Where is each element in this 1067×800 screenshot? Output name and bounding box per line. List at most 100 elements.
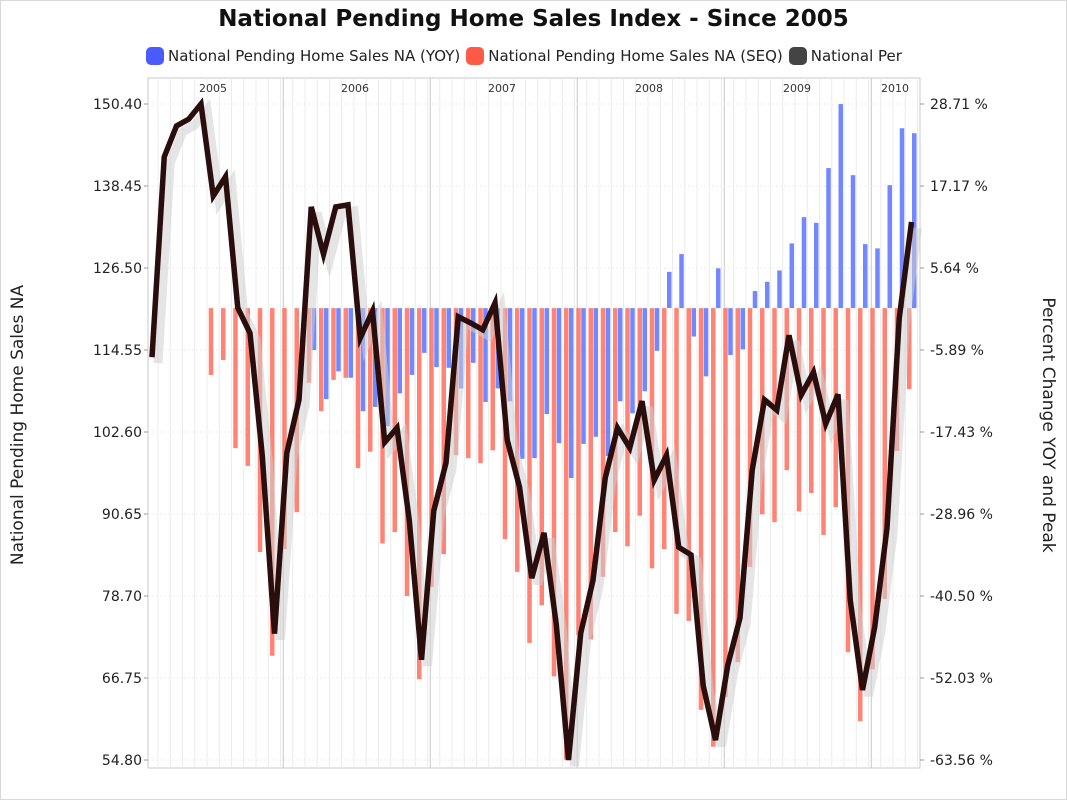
y-tick-label-left: 102.60: [93, 425, 142, 441]
legend-item-seq[interactable]: National Pending Home Sales NA (SEQ): [466, 45, 783, 67]
bar-seq: [515, 308, 520, 572]
bar-seq: [711, 308, 716, 747]
legend-swatch-seq: [466, 47, 485, 65]
y-tick-label-right: -28.96 %: [930, 507, 993, 523]
bar-yoy: [605, 308, 611, 456]
bar-seq: [882, 308, 887, 599]
y-tick-label-right: -5.89 %: [930, 343, 984, 359]
bar-seq: [551, 308, 557, 677]
bar-yoy: [569, 308, 574, 479]
y-tick-label-left: 126.50: [93, 261, 142, 277]
legend-label-yoy: National Pending Home Sales NA (YOY): [168, 47, 461, 65]
bar-yoy: [667, 271, 672, 309]
bar-seq: [772, 308, 777, 523]
y-tick-label-right: -63.56 %: [930, 753, 993, 769]
year-label: 2005: [199, 82, 227, 95]
bar-yoy: [875, 248, 880, 309]
bar-seq: [576, 308, 581, 636]
bar-yoy: [850, 175, 856, 309]
bar-seq: [870, 308, 875, 670]
bar-yoy: [679, 254, 684, 309]
bar-seq: [245, 308, 250, 466]
y-tick-label-right: 17.17 %: [930, 179, 988, 195]
bar-seq: [600, 308, 606, 577]
legend-label-seq: National Pending Home Sales NA (SEQ): [488, 47, 783, 65]
bar-yoy: [556, 308, 562, 444]
bar-yoy: [654, 308, 660, 351]
bar-seq: [747, 308, 753, 567]
year-label: 2010: [881, 82, 909, 95]
bar-yoy: [752, 291, 758, 309]
bar-seq: [796, 308, 802, 512]
bar-yoy: [581, 308, 586, 444]
legend: National Pending Home Sales NA (YOY) Nat…: [146, 45, 926, 67]
bar-seq: [662, 308, 667, 550]
bar-yoy: [593, 308, 598, 437]
chart-title: National Pending Home Sales Index - Sinc…: [218, 6, 849, 32]
bar-seq: [723, 308, 728, 698]
y-tick-label-right: -40.50 %: [930, 589, 993, 605]
bar-yoy: [336, 308, 341, 372]
y-tick-label-left: 66.75: [102, 671, 142, 687]
bar-seq: [343, 308, 348, 378]
bar-seq: [490, 308, 495, 451]
bar-seq: [429, 308, 434, 587]
bar-yoy: [397, 308, 402, 394]
bar-yoy: [483, 308, 488, 402]
bar-yoy: [434, 308, 439, 368]
bar-seq: [417, 308, 422, 680]
bar-yoy: [716, 268, 721, 309]
y-tick-label-right: 5.64 %: [930, 261, 979, 277]
bar-yoy: [409, 308, 415, 375]
legend-swatch-yoy: [146, 47, 164, 65]
bar-seq: [588, 308, 593, 640]
legend-item-yoy[interactable]: National Pending Home Sales NA (YOY): [146, 45, 460, 67]
bar-seq: [208, 308, 214, 375]
bar-seq: [221, 308, 226, 361]
legend-swatch-index: [788, 47, 807, 65]
line-shadow: [153, 99, 922, 767]
bar-yoy: [544, 308, 549, 415]
bar-seq: [858, 308, 863, 722]
bar-yoy: [446, 308, 451, 368]
bar-yoy: [532, 308, 537, 459]
bar-yoy: [899, 128, 905, 309]
bar-seq: [282, 308, 287, 550]
y-tick-label-right: -17.43 %: [930, 425, 993, 441]
bar-yoy: [765, 281, 770, 309]
bar-yoy: [642, 308, 647, 392]
bar-yoy: [471, 308, 476, 363]
bar-seq: [392, 308, 397, 533]
bar-seq: [625, 308, 630, 547]
bar-yoy: [814, 222, 819, 309]
y-tick-label-left: 54.80: [102, 753, 142, 769]
y-tick-label-left: 150.40: [93, 97, 142, 113]
bar-yoy: [422, 308, 427, 353]
bar-seq: [368, 308, 373, 452]
bar-seq: [539, 308, 544, 606]
bar-yoy: [324, 308, 329, 400]
bar-seq: [735, 308, 740, 663]
bar-yoy: [618, 308, 623, 402]
bar-yoy: [520, 308, 525, 459]
y-tick-label-right: -52.03 %: [930, 671, 993, 687]
bar-yoy: [863, 244, 868, 309]
bar-seq: [564, 308, 569, 760]
bar-seq: [527, 308, 532, 643]
bar-seq: [907, 308, 912, 390]
bar-yoy: [507, 308, 513, 402]
bar-seq: [466, 308, 471, 459]
year-label: 2008: [635, 82, 663, 95]
bar-seq: [613, 308, 618, 533]
bar-yoy: [728, 308, 733, 356]
legend-item-index[interactable]: National Per: [788, 45, 902, 67]
year-label: 2009: [783, 82, 811, 95]
y-tick-label-left: 78.70: [102, 589, 142, 605]
bar-seq: [686, 308, 691, 621]
bar-seq: [233, 308, 238, 449]
bar-yoy: [838, 104, 843, 309]
legend-label-index: National Per: [810, 47, 902, 65]
bar-yoy: [777, 270, 782, 309]
bar-yoy: [703, 308, 709, 377]
